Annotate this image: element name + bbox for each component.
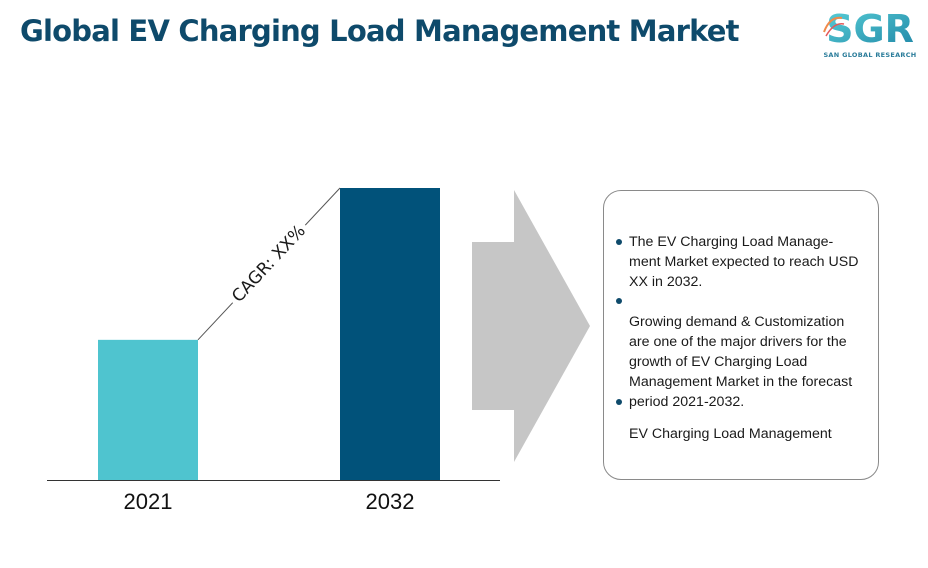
info-line: The EV Charging Load Manage- bbox=[629, 234, 834, 250]
x-tick-label: 2021 bbox=[124, 489, 173, 514]
right-arrow-icon bbox=[472, 190, 590, 462]
info-line: period 2021-2032. bbox=[629, 394, 745, 410]
info-line: XX in 2032. bbox=[629, 274, 703, 290]
bullet-icon bbox=[616, 399, 622, 405]
cagr-label-background bbox=[225, 218, 313, 310]
info-bullet-1: The EV Charging Load Manage- ment Market… bbox=[629, 232, 875, 292]
bullet-icon bbox=[616, 239, 622, 245]
page-title: Global EV Charging Load Management Marke… bbox=[20, 14, 740, 48]
info-box bbox=[603, 190, 879, 480]
info-line: Growing demand & Customization bbox=[629, 314, 845, 330]
bar-2021 bbox=[98, 339, 198, 480]
info-line: Management Market in the forecast bbox=[629, 374, 853, 390]
info-line: growth of EV Charging Load bbox=[629, 354, 808, 370]
info-line: EV Charging Load Management bbox=[629, 426, 832, 442]
x-tick-label: 2032 bbox=[366, 489, 415, 514]
bullet-icon bbox=[616, 298, 622, 304]
info-bullet-3: period 2021-2032. EV Charging Load Manag… bbox=[629, 392, 875, 444]
cagr-annotation: CAGR: XX% bbox=[228, 221, 310, 306]
sgr-logo: SGR SAN GLOBAL RESEARCH bbox=[820, 6, 920, 62]
info-bullet-2: Growing demand & Customization are one o… bbox=[629, 312, 875, 392]
info-line: are one of the major drivers for the bbox=[629, 334, 847, 350]
bar-2032 bbox=[340, 188, 440, 480]
logo-subtitle: SAN GLOBAL RESEARCH bbox=[823, 51, 917, 59]
logo-text: SGR bbox=[826, 7, 914, 50]
info-line: ment Market expected to reach USD bbox=[629, 254, 859, 270]
sgr-logo-icon: SGR bbox=[823, 7, 914, 50]
